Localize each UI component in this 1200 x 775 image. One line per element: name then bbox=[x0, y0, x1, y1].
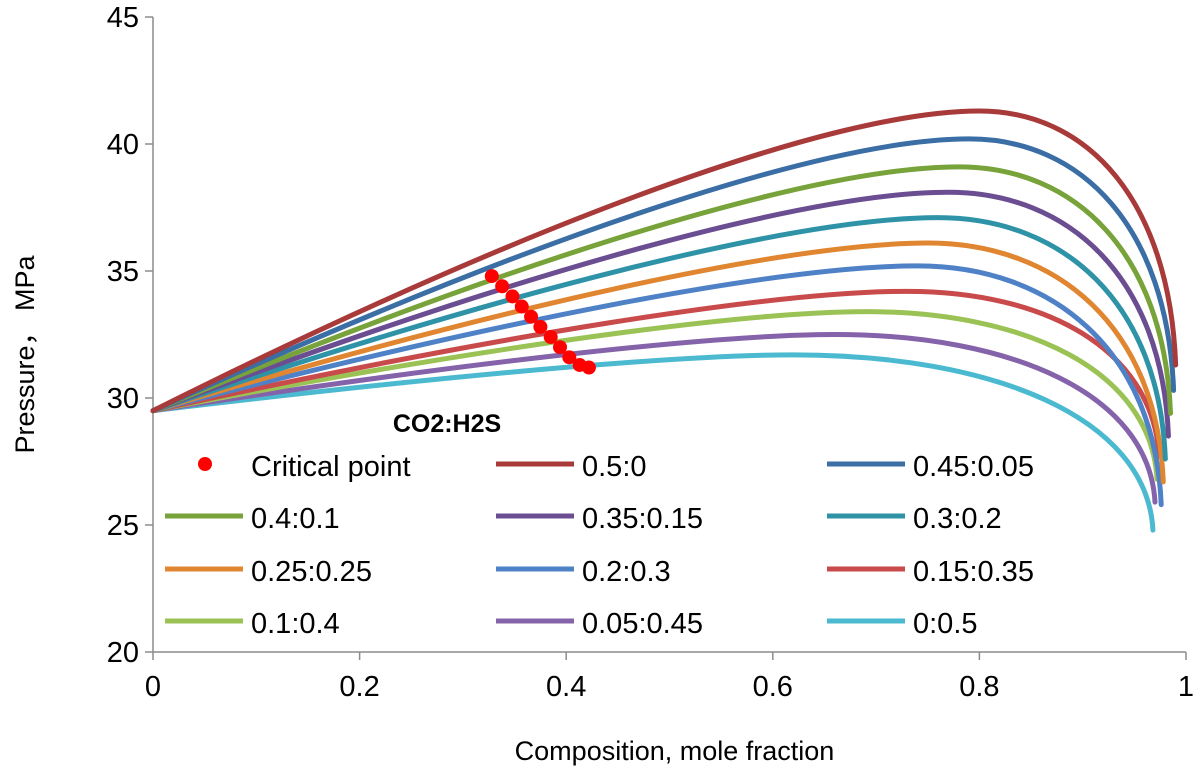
legend-label: 0.3:0.2 bbox=[913, 503, 1002, 535]
series-lines bbox=[150, 108, 1179, 533]
legend-label: 0.4:0.1 bbox=[251, 503, 340, 535]
critical-point-marker bbox=[562, 350, 577, 365]
critical-point-marker bbox=[543, 330, 558, 345]
series-line bbox=[150, 136, 1177, 414]
critical-points bbox=[484, 269, 596, 375]
critical-point-marker bbox=[484, 269, 499, 284]
x-tick-label: 0.2 bbox=[339, 671, 379, 703]
series-line bbox=[150, 309, 1160, 482]
series-line bbox=[150, 263, 1164, 508]
legend-label: 0.2:0.3 bbox=[582, 556, 671, 588]
x-axis-ticks: 0 0.2 0.4 0.6 0.8 1 bbox=[145, 652, 1194, 703]
critical-point-marker bbox=[495, 279, 510, 294]
series-line bbox=[150, 215, 1168, 462]
critical-point-marker bbox=[533, 319, 548, 334]
y-tick-label: 30 bbox=[107, 383, 139, 415]
legend-marker-critical-point bbox=[198, 457, 212, 471]
legend-label: Critical point bbox=[251, 451, 411, 483]
critical-point-marker bbox=[581, 360, 596, 375]
x-tick-label: 0.6 bbox=[753, 671, 793, 703]
critical-point-marker bbox=[505, 289, 520, 304]
series-line bbox=[150, 189, 1171, 439]
series-line bbox=[150, 352, 1156, 533]
x-tick-label: 0.8 bbox=[959, 671, 999, 703]
legend-title: CO2:H2S bbox=[393, 410, 501, 438]
legend-label: 0.25:0.25 bbox=[251, 556, 372, 588]
legend: CO2:H2S Critical point 0.5:0 0.45:0.05 0.4:… bbox=[165, 410, 1034, 640]
legend-label: 0.15:0.35 bbox=[913, 556, 1034, 588]
axes: 20 25 30 35 40 45 0 0.2 0.4 0.6 0.8 1 Composition,… bbox=[10, 2, 1194, 766]
y-tick-label: 45 bbox=[107, 2, 139, 34]
critical-point-marker bbox=[553, 340, 568, 355]
critical-point-marker bbox=[524, 309, 539, 324]
legend-label: 0:0.5 bbox=[913, 608, 978, 640]
y-tick-label: 25 bbox=[107, 510, 139, 542]
legend-label: 0.5:0 bbox=[582, 451, 647, 483]
series-line bbox=[150, 108, 1179, 414]
y-tick-label: 35 bbox=[107, 256, 139, 288]
y-axis-title: Pressure， MPa bbox=[10, 254, 40, 453]
legend-label: 0.35:0.15 bbox=[582, 503, 703, 535]
legend-label: 0.45:0.05 bbox=[913, 451, 1034, 483]
y-tick-label: 20 bbox=[107, 637, 139, 669]
legend-label: 0.05:0.45 bbox=[582, 608, 703, 640]
series-line bbox=[150, 164, 1174, 416]
series-line bbox=[150, 331, 1158, 505]
y-tick-label: 40 bbox=[107, 129, 139, 161]
legend-label: 0.1:0.4 bbox=[251, 608, 340, 640]
x-tick-label: 0 bbox=[145, 671, 161, 703]
x-tick-label: 1 bbox=[1178, 671, 1194, 703]
critical-point-marker bbox=[514, 299, 529, 314]
x-tick-label: 0.4 bbox=[546, 671, 586, 703]
y-axis-ticks: 20 25 30 35 40 45 bbox=[107, 2, 153, 669]
series-line bbox=[150, 240, 1166, 485]
x-axis-title: Composition, mole fraction bbox=[515, 736, 835, 766]
